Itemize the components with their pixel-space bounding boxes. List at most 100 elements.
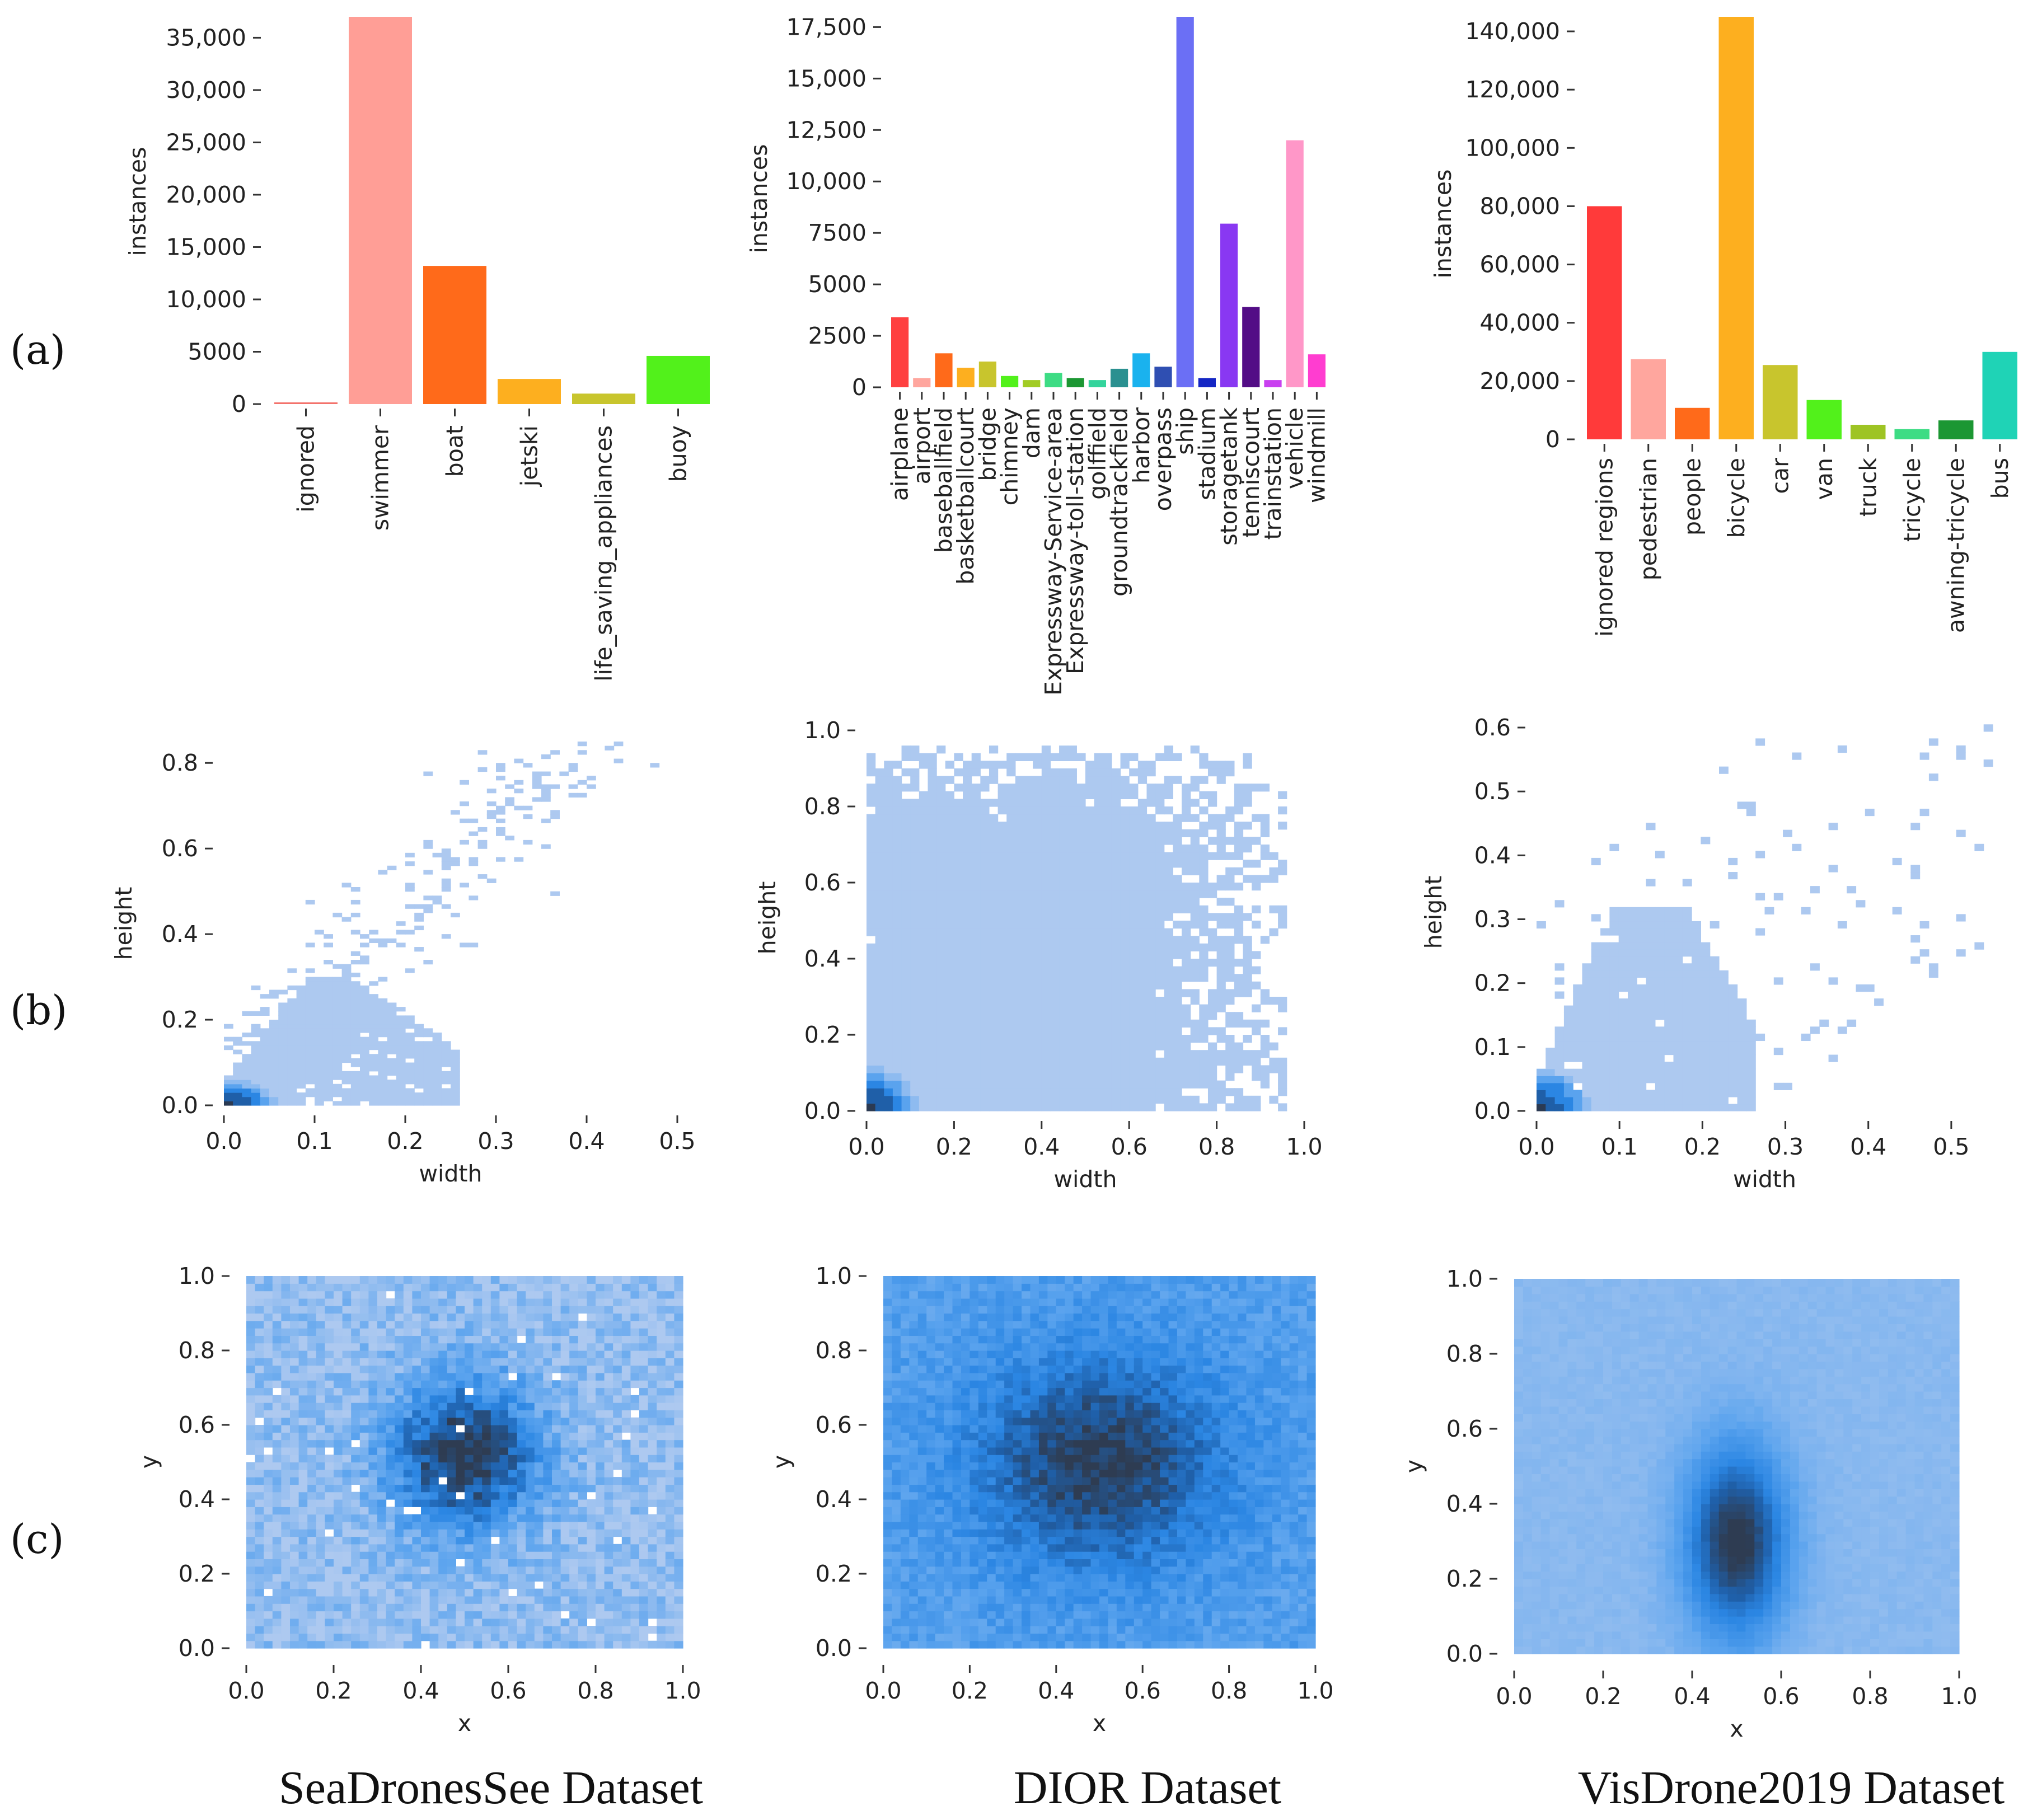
heatmap-cell	[1692, 1047, 1701, 1056]
heatmap-cell	[278, 1011, 288, 1016]
heatmap-cell	[1024, 784, 1033, 792]
heatmap-cell	[1243, 936, 1252, 944]
heatmap-cell	[499, 1387, 509, 1396]
heatmap-cell	[377, 1574, 387, 1582]
heatmap-cell	[316, 1626, 325, 1634]
x-axis-label: width	[1733, 1166, 1796, 1193]
heatmap-cell	[928, 905, 937, 913]
heatmap-cell	[395, 1574, 404, 1582]
heatmap-cell	[963, 959, 972, 967]
heatmap-cell	[997, 761, 1007, 769]
heatmap-cell	[919, 1019, 929, 1028]
heatmap-cell	[350, 1041, 360, 1046]
heatmap-cell	[386, 1276, 395, 1284]
heatmap-cell	[315, 977, 324, 982]
heatmap-cell	[255, 1499, 264, 1507]
heatmap-cell	[577, 792, 587, 798]
heatmap-cell	[255, 1603, 264, 1612]
heatmap-cell	[386, 1484, 395, 1493]
heatmap-cell	[414, 1033, 424, 1038]
heatmap-cell	[1207, 768, 1217, 777]
heatmap-cell	[1120, 943, 1130, 951]
heatmap-cell	[264, 1529, 273, 1537]
heatmap-cell	[447, 1343, 456, 1351]
heatmap-cell	[884, 966, 893, 974]
heatmap-cell	[447, 1626, 456, 1634]
heatmap-cell	[1673, 1068, 1683, 1076]
heatmap-cell	[269, 1020, 279, 1025]
heatmap-cell	[351, 1291, 360, 1299]
heatmap-cell	[246, 1469, 256, 1477]
heatmap-cell	[1260, 1050, 1270, 1058]
heatmap-cell	[884, 898, 893, 906]
heatmap-cell	[359, 1291, 369, 1299]
heatmap-cell	[451, 1092, 460, 1097]
heatmap-cell	[1655, 1068, 1665, 1076]
heatmap-cell	[342, 1618, 352, 1626]
heatmap-cell	[378, 870, 388, 875]
heatmap-cell	[1129, 1095, 1139, 1104]
heatmap-cell	[989, 822, 999, 830]
heatmap-cell	[290, 1365, 299, 1373]
heatmap-cell	[945, 791, 954, 799]
heatmap-cell	[315, 1092, 324, 1097]
heatmap-cell	[936, 1012, 946, 1020]
heatmap-cell	[1015, 1073, 1025, 1081]
heatmap-cell	[508, 1439, 518, 1448]
heatmap-cell	[1664, 991, 1674, 999]
heatmap-cell	[421, 1491, 430, 1500]
heatmap-cell	[1692, 963, 1701, 971]
heatmap-cell	[1137, 806, 1148, 815]
heatmap-cell	[1746, 1033, 1756, 1042]
heatmap-cell	[1094, 875, 1103, 883]
heatmap-cell	[1269, 905, 1278, 913]
heatmap-cell	[403, 1350, 413, 1358]
heatmap-cell	[332, 994, 343, 999]
heatmap-cell	[441, 1088, 451, 1093]
heatmap-cell	[1637, 1026, 1647, 1034]
heatmap-cell	[997, 890, 1007, 898]
heatmap-cell	[342, 1395, 352, 1403]
heatmap-cell	[325, 1402, 334, 1410]
heatmap-cell	[1067, 1103, 1077, 1111]
heatmap-cell	[395, 1425, 404, 1433]
heatmap-cell	[1111, 997, 1121, 1005]
heatmap-cell	[1024, 928, 1033, 936]
heatmap-cell	[1041, 814, 1051, 822]
heatmap-cell	[1085, 837, 1095, 845]
heatmap-cell	[342, 1455, 352, 1463]
heatmap-cell	[1737, 1104, 1747, 1111]
heatmap-cell	[980, 966, 990, 974]
heatmap-cell	[1129, 837, 1139, 845]
heatmap-cell	[1067, 913, 1077, 921]
heatmap-cell	[1137, 981, 1148, 989]
heatmap-cell	[456, 1477, 465, 1485]
heatmap-cell	[1155, 936, 1165, 944]
heatmap-cell	[980, 905, 990, 913]
heatmap-cell	[432, 1092, 442, 1097]
heatmap-cell	[884, 989, 893, 997]
heatmap-cell	[281, 1611, 291, 1619]
heatmap-cell	[1182, 989, 1191, 997]
heatmap-cell	[1041, 1080, 1051, 1089]
heatmap-cell	[1033, 784, 1042, 792]
heatmap-cell	[307, 1395, 317, 1403]
heatmap-cell	[316, 1291, 325, 1299]
heatmap-cell	[1628, 998, 1637, 1006]
heatmap-cell	[341, 1049, 352, 1054]
heatmap-cell	[1164, 745, 1173, 754]
heatmap-cell	[290, 1640, 299, 1649]
heatmap-cell	[892, 1103, 902, 1111]
heatmap-cell	[395, 1626, 404, 1634]
heatmap-cell	[1120, 1042, 1130, 1050]
heatmap-cell	[1137, 997, 1148, 1005]
heatmap-cell	[423, 1041, 433, 1046]
heatmap-cell	[429, 1313, 439, 1321]
heatmap-cell	[287, 1041, 297, 1046]
heatmap-cell	[473, 1313, 483, 1321]
heatmap-cell	[334, 1499, 343, 1507]
heatmap-cell	[316, 1640, 325, 1649]
heatmap-cell	[421, 1335, 430, 1344]
heatmap-cell	[421, 1484, 430, 1493]
heatmap-cell	[1919, 808, 1929, 817]
